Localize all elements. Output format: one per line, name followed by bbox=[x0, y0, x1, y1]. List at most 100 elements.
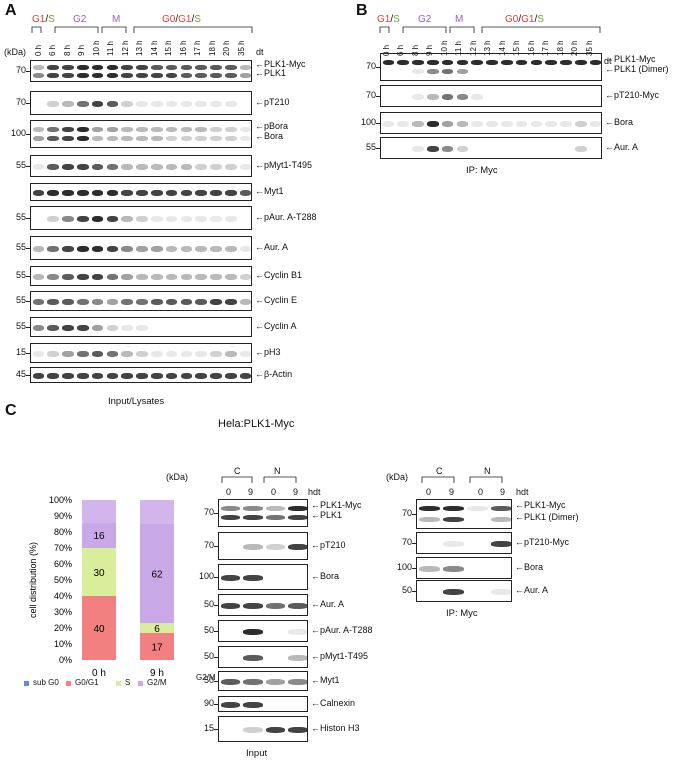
blot-strip bbox=[218, 696, 308, 712]
arrow-icon: ← bbox=[255, 321, 264, 331]
blot-band bbox=[121, 246, 134, 252]
chart-legend: sub G0 G0/G1 S G2/M bbox=[24, 678, 184, 692]
y-tick-label: 70% bbox=[54, 543, 72, 553]
blot-band bbox=[456, 146, 469, 152]
kda-label-c-mid: (kDa) bbox=[166, 472, 188, 482]
blot-band bbox=[560, 59, 572, 65]
blot-band bbox=[224, 101, 237, 107]
blot-band bbox=[180, 126, 193, 132]
blot-band bbox=[210, 190, 222, 196]
mw-tick bbox=[26, 276, 30, 277]
blot-band bbox=[136, 164, 148, 170]
blot-band bbox=[165, 190, 178, 196]
blot-band bbox=[32, 126, 45, 132]
band-label: ←Bora bbox=[311, 571, 339, 581]
protein-label: PLK1-Myc bbox=[614, 53, 656, 64]
blot-band bbox=[136, 72, 148, 78]
blot-band bbox=[165, 216, 178, 222]
band-label: ←Bora bbox=[605, 117, 633, 127]
protein-label: Aur. A bbox=[264, 242, 289, 252]
protein-label: Cyclin A bbox=[264, 321, 297, 331]
blot-band bbox=[76, 136, 89, 142]
blot-band bbox=[62, 373, 74, 379]
blot-band bbox=[106, 299, 119, 305]
arrow-icon: ← bbox=[255, 186, 264, 196]
blot-band bbox=[426, 94, 439, 100]
blot-band bbox=[76, 325, 89, 331]
blot-band bbox=[195, 101, 208, 107]
blot-band bbox=[180, 274, 193, 280]
blot-band bbox=[243, 515, 263, 521]
time-label: 10 h bbox=[91, 40, 101, 56]
blot-band bbox=[239, 126, 251, 132]
blot-band bbox=[106, 325, 119, 331]
blot-strip bbox=[380, 85, 602, 107]
bar-segment-remainder bbox=[82, 500, 116, 523]
arrow-icon: ← bbox=[255, 347, 264, 357]
blot-strip bbox=[416, 532, 512, 554]
arrow-icon: ← bbox=[605, 142, 614, 152]
band-label: ←Aur. A bbox=[515, 585, 548, 595]
panel-a-caption: Input/Lysates bbox=[108, 396, 165, 407]
mw-marker: 70 bbox=[15, 65, 26, 75]
blot-band bbox=[418, 566, 440, 572]
panel-letter-a: A bbox=[5, 2, 17, 19]
blot-band bbox=[121, 274, 134, 280]
blot-band bbox=[412, 146, 424, 152]
blot-band bbox=[288, 679, 307, 685]
band-label: ←Aur. A bbox=[255, 242, 288, 252]
blot-band bbox=[288, 655, 307, 661]
blot-band bbox=[515, 121, 528, 127]
blot-band bbox=[210, 351, 222, 357]
mw-tick bbox=[214, 577, 218, 578]
arrow-icon: ← bbox=[605, 90, 614, 100]
protein-label: pAur. A-T288 bbox=[320, 625, 373, 635]
phase-brackets-b bbox=[379, 26, 601, 33]
arrow-icon: ← bbox=[515, 511, 524, 522]
blot-band bbox=[32, 299, 45, 305]
band-label: ←pT210 bbox=[255, 97, 290, 107]
arrow-icon: ← bbox=[255, 242, 264, 252]
bar-data-label: 40 bbox=[93, 624, 105, 635]
blot-strip bbox=[30, 343, 252, 363]
blot-band bbox=[441, 59, 454, 65]
legend-swatch bbox=[116, 681, 121, 686]
blot-band bbox=[210, 246, 222, 252]
band-label: ←β-Actin bbox=[255, 369, 292, 379]
blot-strip bbox=[30, 91, 252, 115]
blot-band bbox=[180, 373, 193, 379]
blot-strip bbox=[30, 120, 252, 148]
group-brackets-c-right bbox=[421, 476, 503, 483]
blot-band bbox=[382, 121, 395, 127]
blot-band bbox=[150, 101, 163, 107]
band-label: ←Myt1 bbox=[311, 675, 340, 685]
time-label: 12 h bbox=[120, 40, 130, 56]
blot-band bbox=[136, 274, 148, 280]
mw-marker: 50 bbox=[203, 651, 214, 661]
blot-band bbox=[136, 216, 148, 222]
blot-band bbox=[224, 72, 237, 78]
blot-band bbox=[76, 101, 89, 107]
blot-band bbox=[210, 299, 222, 305]
blot-band bbox=[136, 101, 148, 107]
protein-label: Myt1 bbox=[264, 186, 284, 196]
blot-band bbox=[530, 59, 543, 65]
mw-marker: 55 bbox=[15, 160, 26, 170]
blot-band bbox=[195, 351, 208, 357]
mw-marker: 55 bbox=[15, 270, 26, 280]
mw-marker: 70 bbox=[401, 537, 412, 547]
overlap-g2m-label: G2/M bbox=[196, 673, 216, 682]
blot-strip bbox=[218, 532, 308, 560]
kda-label-a: (kDa) bbox=[4, 47, 26, 57]
mw-tick bbox=[26, 218, 30, 219]
arrow-icon: ← bbox=[515, 562, 524, 572]
blot-band bbox=[165, 274, 178, 280]
blot-band bbox=[47, 351, 60, 357]
mw-marker: 100 bbox=[198, 571, 214, 581]
y-tick-label: 10% bbox=[54, 639, 72, 649]
time-label: 18 h bbox=[207, 40, 217, 56]
blot-strip bbox=[218, 671, 308, 691]
bar-segment-g0-g1 bbox=[140, 632, 174, 660]
legend-label: sub G0 bbox=[33, 678, 59, 687]
blot-band bbox=[456, 121, 469, 127]
